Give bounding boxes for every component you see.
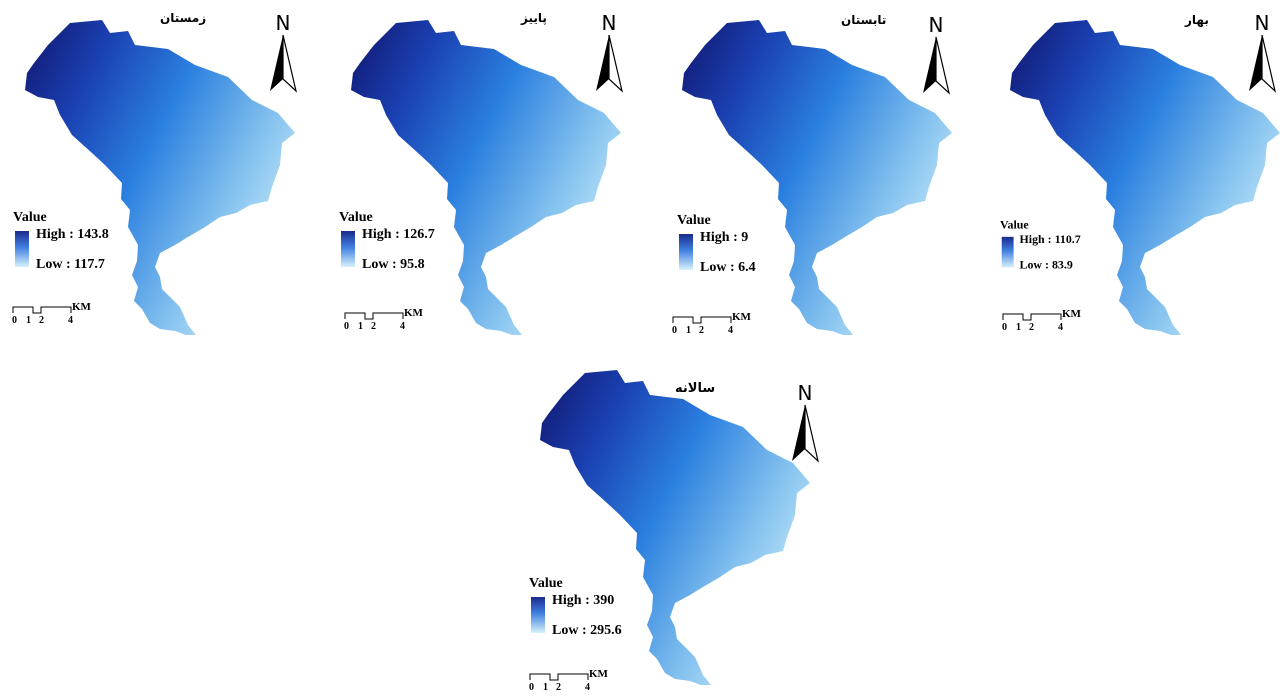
scale-tick: 0 xyxy=(672,325,677,336)
legend-title: Value xyxy=(13,210,47,225)
north-arrow: N xyxy=(919,15,953,95)
watershed-map xyxy=(25,20,295,335)
scale-bar: KM 0 1 2 4 xyxy=(529,668,639,698)
map-panel-autumn: پاییز N Value High : 126.7 Low : 95.8 KM… xyxy=(336,5,636,350)
map-title: سالانه xyxy=(675,381,716,396)
legend-title: Value xyxy=(677,213,711,228)
scale-tick: 4 xyxy=(728,325,733,336)
north-letter: N xyxy=(1254,11,1270,35)
legend-color-ramp xyxy=(531,597,545,633)
north-arrow: N xyxy=(1245,13,1279,93)
north-arrow-icon xyxy=(596,34,624,93)
scale-tick: 0 xyxy=(1002,322,1007,333)
legend-title: Value xyxy=(529,576,563,591)
map-panel-spring: بهار N Value High : 110.7 Low : 83.9 KM … xyxy=(995,5,1282,350)
scale-unit: KM xyxy=(589,668,608,680)
north-letter: N xyxy=(601,11,617,35)
legend-color-ramp xyxy=(15,231,29,267)
map-legend: Value High : 143.8 Low : 117.7 xyxy=(13,210,153,290)
legend-low-value: Low : 295.6 xyxy=(552,623,622,638)
scale-bar: KM 0 1 2 4 xyxy=(1002,308,1112,338)
scale-bar: KM 0 1 2 4 xyxy=(12,301,122,331)
scale-bar: KM 0 1 2 4 xyxy=(344,307,454,337)
scale-tick: 0 xyxy=(529,682,534,693)
north-letter: N xyxy=(275,11,291,35)
map-panel-winter: زمستان N Value High : 143.8 Low : 117.7 … xyxy=(10,5,310,350)
scale-bar: KM 0 1 2 4 xyxy=(672,311,782,341)
legend-title: Value xyxy=(1000,219,1029,232)
scale-tick: 4 xyxy=(1058,322,1063,333)
legend-high-value: High : 143.8 xyxy=(36,227,109,242)
north-arrow-icon xyxy=(270,34,298,93)
scale-unit: KM xyxy=(732,311,751,323)
legend-low-value: Low : 95.8 xyxy=(362,257,425,272)
legend-low-value: Low : 117.7 xyxy=(36,257,105,272)
legend-color-ramp xyxy=(341,231,355,267)
north-arrow: N xyxy=(266,13,300,93)
legend-color-ramp xyxy=(1001,236,1014,268)
map-legend: Value High : 9 Low : 6.4 xyxy=(677,213,817,293)
north-letter: N xyxy=(797,381,813,405)
scale-tick: 2 xyxy=(39,315,44,326)
north-arrow-icon xyxy=(923,36,951,95)
legend-low-value: Low : 6.4 xyxy=(700,260,756,275)
scale-tick: 2 xyxy=(699,325,704,336)
scale-tick: 1 xyxy=(26,315,31,326)
map-title: بهار xyxy=(1185,13,1209,27)
scale-unit: KM xyxy=(1062,308,1081,320)
legend-low-value: Low : 83.9 xyxy=(1019,258,1073,272)
scale-tick: 1 xyxy=(686,325,691,336)
map-legend: Value High : 126.7 Low : 95.8 xyxy=(339,210,479,290)
legend-high-value: High : 9 xyxy=(700,230,749,245)
watershed-map xyxy=(351,20,621,335)
legend-high-value: High : 110.7 xyxy=(1019,233,1081,247)
scale-tick: 2 xyxy=(556,682,561,693)
map-panel-summer: تابستان N Value High : 9 Low : 6.4 KM 0 … xyxy=(667,5,967,350)
scale-tick: 4 xyxy=(400,321,405,332)
scale-tick: 2 xyxy=(1029,322,1034,333)
legend-high-value: High : 126.7 xyxy=(362,227,435,242)
map-title: پاییز xyxy=(521,11,547,25)
scale-tick: 1 xyxy=(543,682,548,693)
scale-tick: 1 xyxy=(358,321,363,332)
scale-tick: 0 xyxy=(12,315,17,326)
north-arrow-icon xyxy=(1249,34,1277,93)
map-legend: Value High : 110.7 Low : 83.9 xyxy=(1000,219,1119,287)
scale-tick: 0 xyxy=(344,321,349,332)
north-letter: N xyxy=(928,13,944,37)
north-arrow: N xyxy=(592,13,626,93)
scale-tick: 2 xyxy=(371,321,376,332)
north-arrow: N xyxy=(788,383,822,463)
map-legend: Value High : 390 Low : 295.6 xyxy=(529,576,669,656)
legend-high-value: High : 390 xyxy=(552,593,615,608)
watershed-map xyxy=(1010,20,1280,335)
scale-unit: KM xyxy=(404,307,423,319)
scale-tick: 4 xyxy=(585,682,590,693)
scale-tick: 4 xyxy=(68,315,73,326)
north-arrow-icon xyxy=(792,404,820,463)
map-panel-annual: سالانه N Value High : 390 Low : 295.6 KM… xyxy=(525,355,825,700)
legend-color-ramp xyxy=(679,234,693,270)
scale-tick: 1 xyxy=(1016,322,1021,333)
map-title: تابستان xyxy=(841,13,887,27)
map-title: زمستان xyxy=(160,11,207,25)
legend-title: Value xyxy=(339,210,373,225)
scale-unit: KM xyxy=(72,301,91,313)
